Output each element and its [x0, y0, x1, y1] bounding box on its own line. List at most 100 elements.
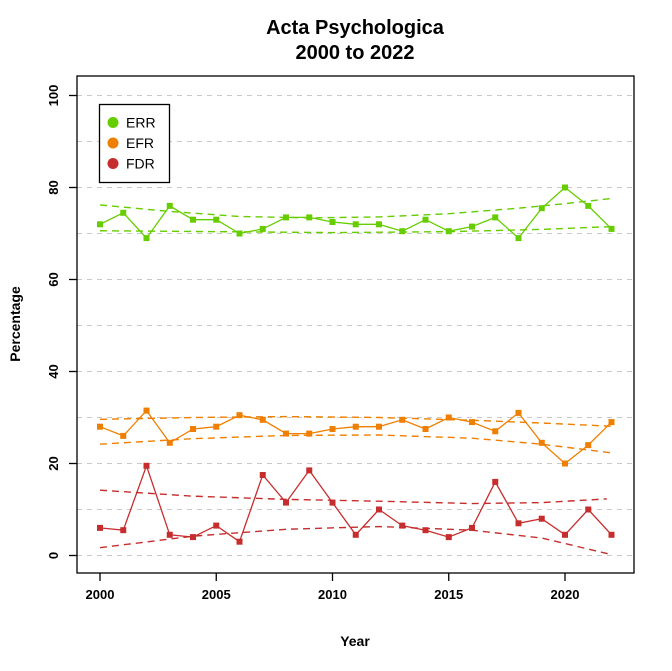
data-point-fdr — [562, 531, 568, 538]
data-point-err — [213, 216, 220, 223]
series-line-fdr — [99, 463, 612, 543]
data-point-fdr — [469, 524, 475, 531]
series-line-efr — [99, 409, 612, 465]
data-point-efr — [352, 423, 359, 430]
data-point-fdr — [515, 520, 522, 527]
y-axis-label: Percentage — [7, 286, 23, 362]
chart-title-line1: Acta Psychologica — [266, 17, 445, 39]
data-point-efr — [445, 414, 452, 421]
data-point-efr — [166, 439, 173, 446]
data-point-efr — [538, 439, 545, 446]
y-tick-label: 80 — [46, 180, 61, 194]
data-point-efr — [329, 426, 336, 432]
legend-label-efr: EFR — [126, 135, 154, 151]
y-tick-label: 100 — [46, 85, 61, 107]
data-point-fdr — [259, 472, 266, 478]
data-point-efr — [190, 426, 196, 432]
data-point-fdr — [213, 522, 220, 529]
data-point-err — [143, 235, 150, 242]
data-point-fdr — [608, 531, 615, 538]
data-point-err — [469, 223, 475, 230]
x-tick-label: 2000 — [86, 587, 115, 602]
data-point-err — [283, 214, 289, 221]
data-point-err — [538, 205, 545, 212]
data-series — [97, 184, 615, 545]
data-point-fdr — [422, 527, 429, 534]
data-point-err — [399, 228, 406, 235]
trend-line-err — [99, 197, 612, 219]
data-point-fdr — [236, 538, 243, 545]
data-point-efr — [399, 416, 406, 423]
y-tick-label: 0 — [46, 552, 61, 559]
legend-label-err: ERR — [126, 115, 156, 131]
data-point-efr — [562, 460, 568, 467]
data-point-fdr — [166, 531, 173, 538]
plot-border — [76, 75, 635, 574]
legend-swatch-efr — [107, 137, 119, 149]
data-point-fdr — [97, 524, 103, 531]
data-point-efr — [120, 432, 127, 439]
y-tick-label: 20 — [46, 456, 61, 470]
trend-line-err — [99, 225, 612, 234]
trend-line-fdr — [99, 525, 612, 556]
data-point-err — [236, 230, 243, 237]
data-point-fdr — [585, 506, 592, 513]
data-point-fdr — [283, 499, 289, 506]
data-point-fdr — [376, 506, 382, 513]
trend-lines — [99, 197, 612, 556]
data-point-err — [585, 202, 592, 209]
data-point-err — [422, 216, 429, 223]
trend-line-efr — [99, 415, 612, 427]
data-point-fdr — [120, 527, 127, 534]
legend-swatch-fdr — [107, 158, 119, 169]
data-point-efr — [213, 423, 220, 430]
data-point-err — [376, 221, 382, 228]
x-tick-label: 2010 — [318, 587, 347, 602]
data-point-efr — [608, 419, 615, 426]
legend: ERR EFR FDR — [98, 103, 171, 184]
data-point-err — [306, 214, 313, 221]
data-point-efr — [143, 407, 150, 414]
data-point-efr — [422, 426, 429, 432]
data-point-efr — [283, 430, 289, 437]
trend-line-fdr — [99, 489, 607, 505]
data-point-efr — [469, 419, 475, 426]
data-point-err — [120, 209, 127, 216]
data-point-fdr — [445, 534, 452, 541]
data-point-fdr — [306, 467, 313, 474]
data-point-err — [608, 225, 615, 232]
data-point-efr — [236, 412, 243, 419]
legend-label-fdr: FDR — [126, 156, 155, 172]
chart-title-line2: 2000 to 2022 — [296, 42, 415, 64]
y-tick-label: 60 — [46, 272, 61, 286]
data-point-fdr — [352, 531, 359, 538]
data-point-err — [562, 184, 568, 191]
legend-swatch-err — [107, 117, 119, 128]
trend-line-efr — [99, 434, 612, 454]
data-point-efr — [97, 423, 103, 430]
data-point-err — [329, 219, 336, 225]
data-point-err — [492, 214, 499, 221]
data-point-err — [445, 228, 452, 235]
data-point-efr — [376, 423, 382, 430]
data-point-efr — [259, 416, 266, 423]
data-point-fdr — [190, 534, 196, 541]
x-tick-label: 2015 — [434, 587, 463, 602]
data-point-fdr — [538, 515, 545, 522]
data-point-efr — [306, 430, 313, 437]
x-axis-label: Year — [340, 633, 370, 649]
data-point-err — [515, 235, 522, 242]
data-point-fdr — [143, 462, 150, 469]
data-point-efr — [515, 409, 522, 416]
data-point-err — [352, 221, 359, 228]
data-point-fdr — [329, 499, 336, 506]
y-tick-label: 40 — [46, 364, 61, 378]
series-line-err — [99, 186, 612, 240]
data-point-fdr — [492, 478, 499, 485]
data-point-err — [166, 202, 173, 209]
axis-ticks: 0 20 40 60 80 100 2000 2005 2010 2015 2020 — [46, 85, 579, 602]
data-point-fdr — [399, 522, 406, 529]
data-point-err — [97, 221, 103, 228]
data-point-efr — [585, 442, 592, 449]
